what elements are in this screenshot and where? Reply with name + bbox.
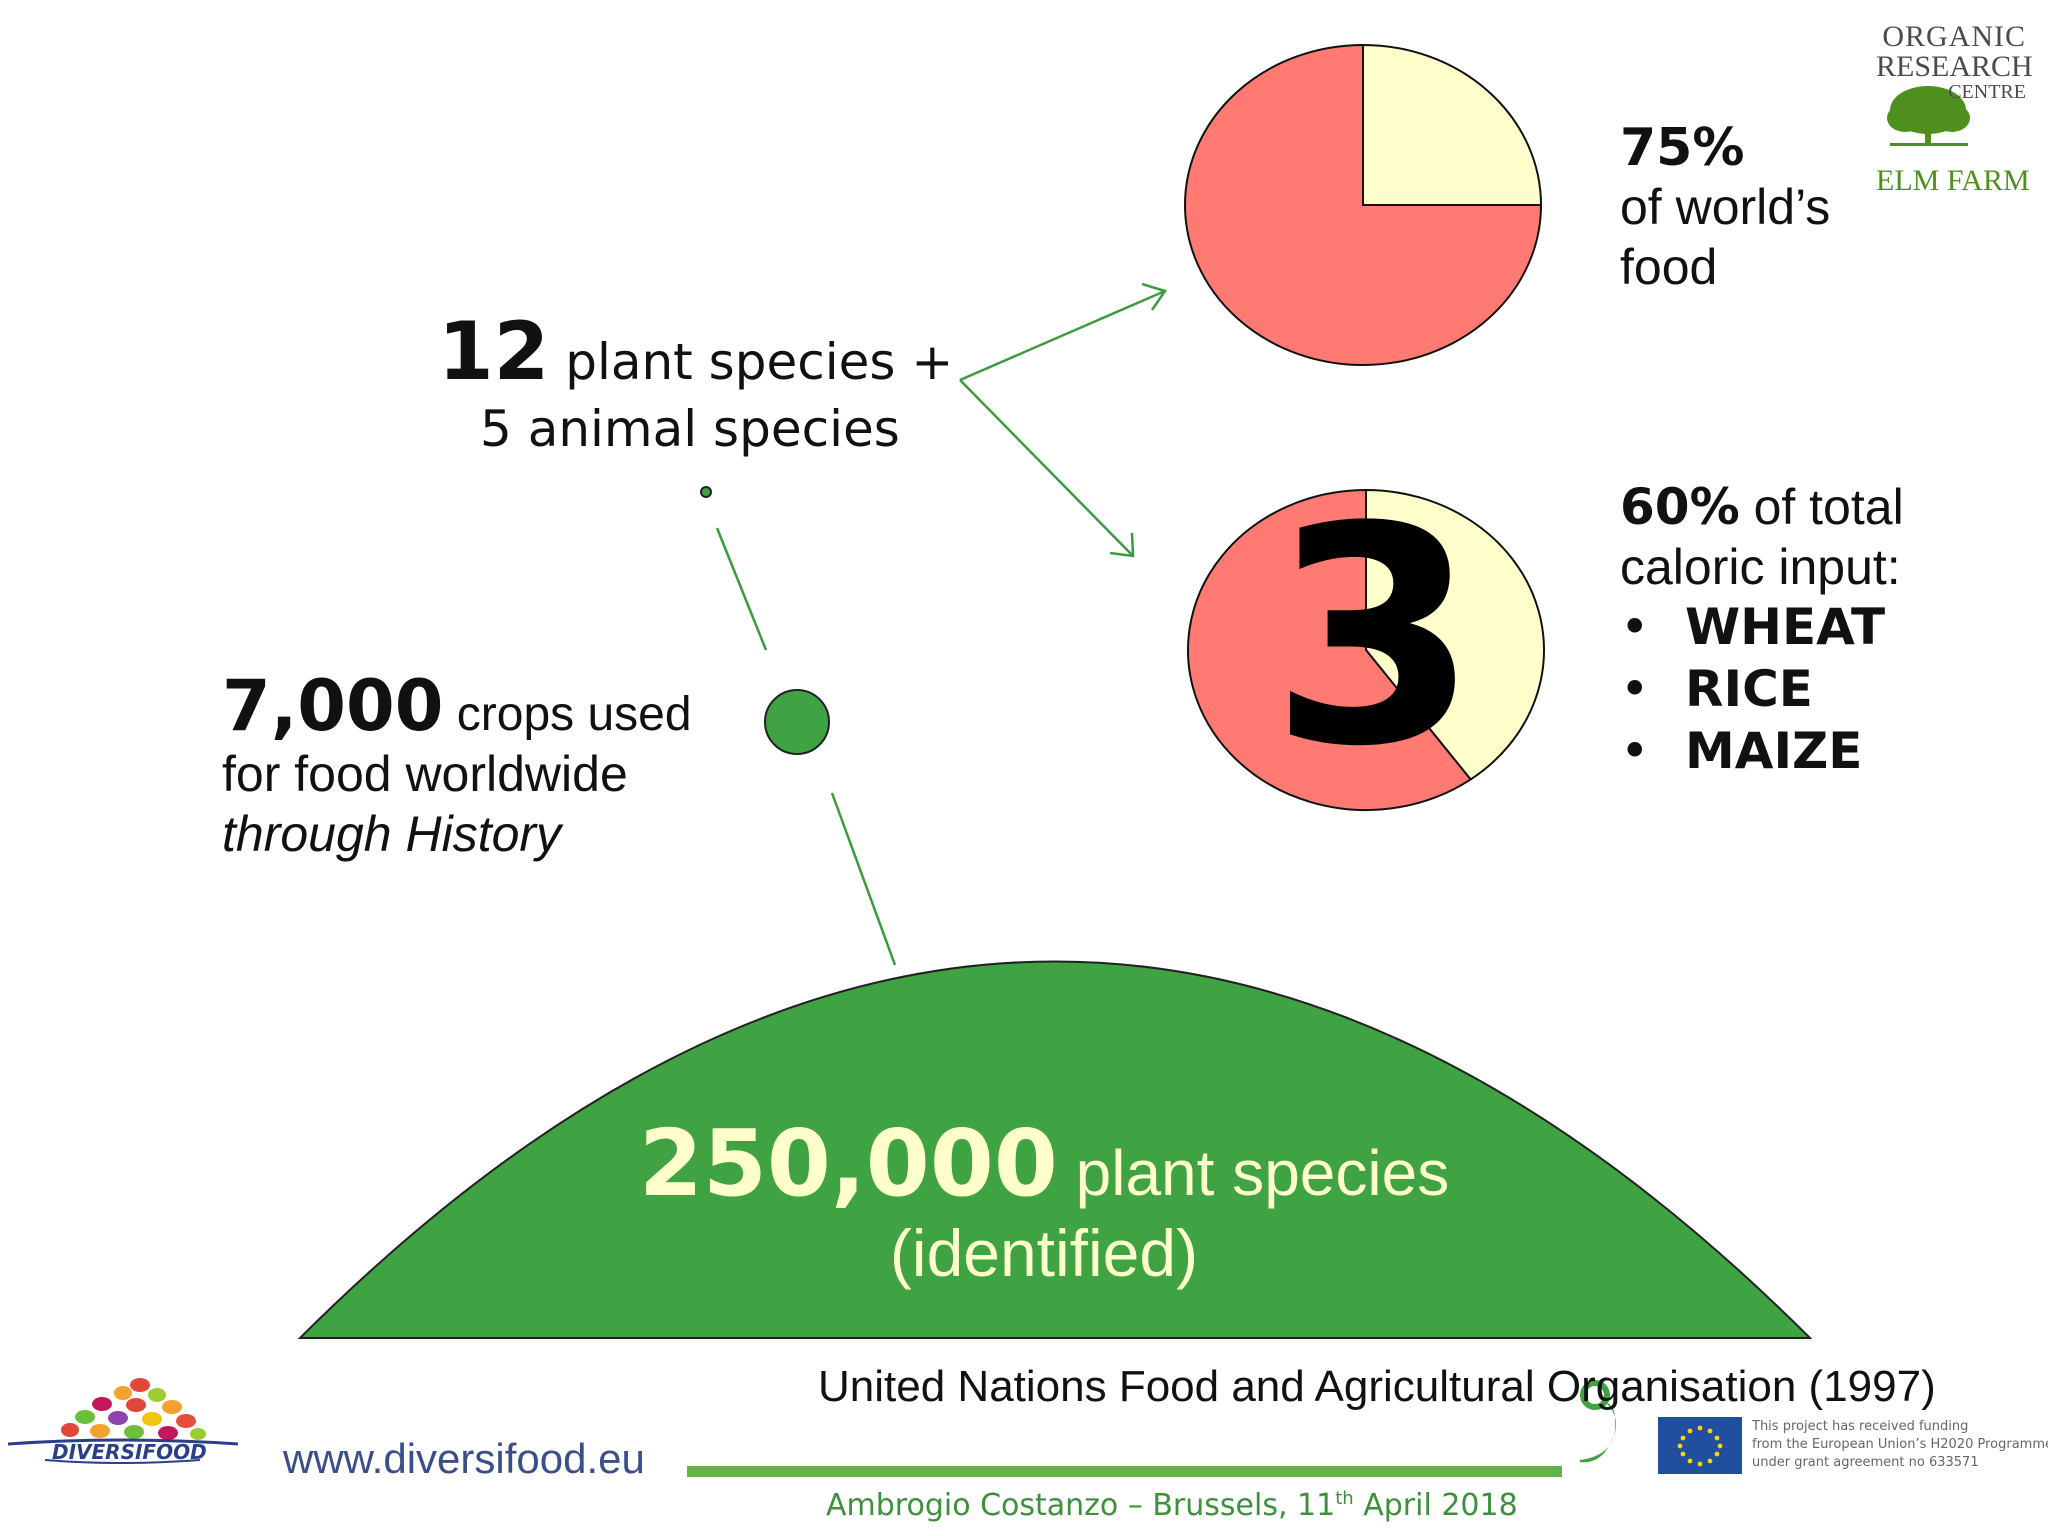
big-three-label: 3 (1270, 463, 1479, 812)
pie-world-food-slice-major (1184, 43, 1543, 366)
pct60-line2: caloric input: (1620, 539, 1901, 595)
twelve-species-text: 12 plant species + (438, 305, 954, 398)
seed-logo-icon (1580, 1380, 1616, 1463)
seven-thousand-text: 7,000 crops used (222, 665, 692, 747)
eu-flag-icon (1658, 1417, 1742, 1474)
pie-caloric-slice-major (1187, 488, 1473, 811)
dome-sub-text: (identified) (889, 1216, 1199, 1290)
five-animal-text: 5 animal species (480, 400, 900, 458)
pct60-line1: 60% of total (1620, 478, 1904, 536)
dome-main-text: 250,000 plant species (638, 1110, 1450, 1217)
diversifood-logo-icon (7, 1378, 239, 1464)
source-citation: United Nations Food and Agricultural Org… (818, 1362, 1936, 1411)
crop-item-wheat: • WHEAT (1620, 598, 1886, 656)
pct75-value: 75% (1620, 118, 1745, 178)
diversifood-logo-text: DIVERSIFOOD (52, 1440, 207, 1464)
crop-item-maize: • MAIZE (1620, 722, 1863, 780)
tree-logo-icon (1887, 86, 1970, 146)
connector-line-lower (830, 792, 897, 966)
pct75-line2: food (1620, 239, 1718, 295)
connector-line-upper (715, 527, 768, 651)
crop-list: • WHEAT • RICE • MAIZE (1620, 598, 1885, 784)
arrow-to-caloric-input (959, 379, 1135, 558)
seven-thousand-line2: for food worldwide (222, 746, 628, 802)
website-link[interactable]: www.diversifood.eu (283, 1435, 645, 1482)
bullet-icon: • (1620, 660, 1650, 718)
organic-research-centre-logo: ORGANIC RESEARCH CENTRE ELM FARM (1876, 20, 2033, 197)
small-dot (700, 486, 712, 498)
arrow-to-world-food (959, 282, 1167, 382)
author-credit: Ambrogio Costanzo – Brussels, 11th April… (826, 1488, 1518, 1523)
footer-green-bar (687, 1466, 1562, 1477)
pie-caloric-slice-minor (1365, 488, 1545, 781)
medium-dot (764, 689, 830, 755)
seven-thousand-line3: through History (222, 806, 562, 862)
pct75-line1: of world’s (1620, 179, 1831, 235)
crop-item-rice: • RICE (1620, 660, 1813, 718)
plant-species-dome (297, 960, 1813, 1339)
pie-chart-world-food (1184, 43, 1543, 366)
bullet-icon: • (1620, 598, 1650, 656)
pie-chart-caloric-input (1187, 488, 1545, 811)
bullet-icon: • (1620, 722, 1650, 780)
pie-world-food-slice-minor (1362, 43, 1543, 206)
eu-funding-text: This project has received funding from t… (1752, 1419, 2048, 1470)
